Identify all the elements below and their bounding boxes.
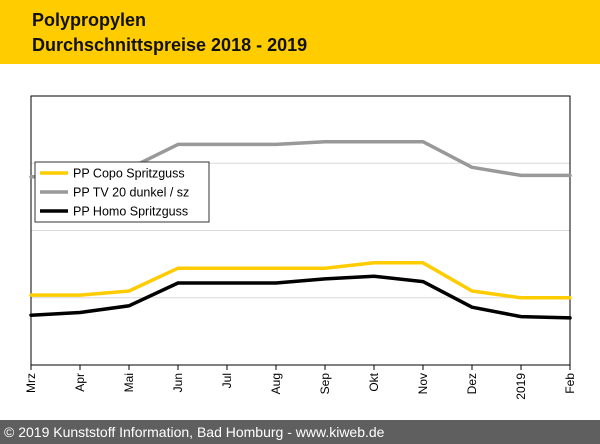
x-tick-label: Jun (171, 373, 185, 392)
chart-title: Polypropylen (32, 10, 147, 30)
x-tick-label: Mai (122, 373, 136, 392)
legend-label-1: PP TV 20 dunkel / sz (73, 186, 189, 200)
x-tick-label: Apr (73, 373, 87, 392)
legend-label-0: PP Copo Spritzguss (73, 167, 185, 181)
chart-area: Mrz Apr Mai Jun Jul Aug Sep Okt Nov Dez 2019 Feb PP … (0, 64, 600, 420)
plot-frame (30, 95, 571, 366)
series-line-0 (29, 261, 572, 300)
x-tick-label: Feb (563, 373, 577, 394)
series-line-2 (29, 274, 572, 320)
x-tick-label: Jul (220, 373, 234, 388)
x-tick-label: Dez (465, 373, 479, 394)
x-tick-label: Nov (416, 373, 430, 394)
chart-subtitle: Durchschnittspreise 2018 - 2019 (32, 35, 308, 55)
x-tick-label: 2019 (514, 373, 528, 400)
footer-bar: © 2019 Kunststoff Information, Bad Hombu… (0, 420, 600, 444)
x-tick-label: Okt (367, 372, 381, 391)
x-tick-label: Mrz (24, 373, 38, 393)
line-chart: Mrz Apr Mai Jun Jul Aug Sep Okt Nov Dez 2019 Feb PP … (24, 95, 577, 400)
x-tick-label: Sep (318, 373, 332, 395)
copyright-text: © 2019 Kunststoff Information, Bad Hombu… (4, 424, 385, 440)
x-tick-label: Aug (269, 373, 283, 394)
legend-label-2: PP Homo Spritzguss (73, 205, 188, 219)
header-bar: Polypropylen Durchschnittspreise 2018 - … (0, 0, 600, 64)
